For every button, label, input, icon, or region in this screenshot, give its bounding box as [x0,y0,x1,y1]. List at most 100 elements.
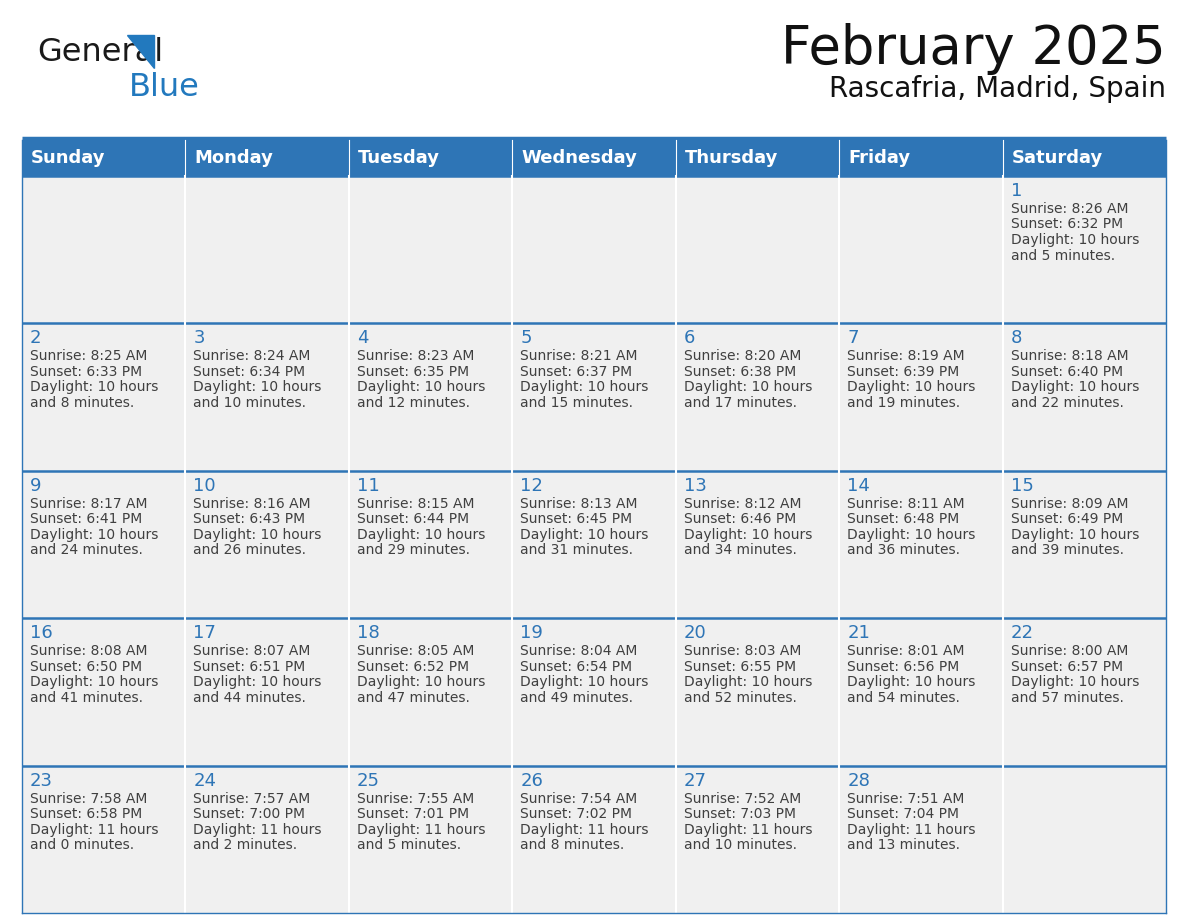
Bar [512,176,676,323]
Text: Sunrise: 8:17 AM: Sunrise: 8:17 AM [30,497,147,510]
Text: Rascafria, Madrid, Spain: Rascafria, Madrid, Spain [829,75,1165,103]
Text: Sunset: 6:40 PM: Sunset: 6:40 PM [1011,364,1123,379]
Text: Daylight: 10 hours: Daylight: 10 hours [1011,676,1139,689]
Text: Sunset: 6:55 PM: Sunset: 6:55 PM [684,660,796,674]
Text: and 49 minutes.: and 49 minutes. [520,690,633,705]
Text: Daylight: 10 hours: Daylight: 10 hours [194,380,322,395]
Text: Sunset: 6:43 PM: Sunset: 6:43 PM [194,512,305,526]
Text: Sunrise: 8:21 AM: Sunrise: 8:21 AM [520,350,638,364]
Bar [185,766,349,913]
Text: Sunrise: 8:24 AM: Sunrise: 8:24 AM [194,350,311,364]
Bar [1003,766,1165,913]
Bar [185,618,349,766]
Text: Daylight: 10 hours: Daylight: 10 hours [30,380,158,395]
Text: 13: 13 [684,476,707,495]
Bar [349,766,512,913]
Text: Sunrise: 8:25 AM: Sunrise: 8:25 AM [30,350,147,364]
Text: 6: 6 [684,330,695,347]
Bar [839,766,1003,913]
Bar [185,471,349,618]
Bar [676,176,839,323]
Text: Daylight: 10 hours: Daylight: 10 hours [520,676,649,689]
Text: Daylight: 10 hours: Daylight: 10 hours [194,528,322,542]
Text: Sunset: 6:52 PM: Sunset: 6:52 PM [356,660,469,674]
Text: and 5 minutes.: and 5 minutes. [356,838,461,852]
Text: Sunset: 6:38 PM: Sunset: 6:38 PM [684,364,796,379]
Bar [23,140,185,176]
Bar [349,471,512,618]
Bar [23,766,185,913]
Text: Daylight: 10 hours: Daylight: 10 hours [1011,233,1139,247]
Text: Sunset: 6:51 PM: Sunset: 6:51 PM [194,660,305,674]
Bar [1003,323,1165,471]
Text: Friday: Friday [848,149,910,167]
Text: Sunset: 6:39 PM: Sunset: 6:39 PM [847,364,960,379]
Text: Tuesday: Tuesday [358,149,440,167]
Text: 1: 1 [1011,182,1022,200]
Text: 4: 4 [356,330,368,347]
Text: Sunset: 6:33 PM: Sunset: 6:33 PM [30,364,143,379]
Text: Daylight: 10 hours: Daylight: 10 hours [847,380,975,395]
Text: Sunrise: 8:07 AM: Sunrise: 8:07 AM [194,644,311,658]
Text: Daylight: 10 hours: Daylight: 10 hours [30,528,158,542]
Text: Sunrise: 8:03 AM: Sunrise: 8:03 AM [684,644,801,658]
Text: Sunset: 6:32 PM: Sunset: 6:32 PM [1011,218,1123,231]
Bar [676,471,839,618]
Text: and 29 minutes.: and 29 minutes. [356,543,470,557]
Text: Sunrise: 8:19 AM: Sunrise: 8:19 AM [847,350,965,364]
Text: Sunrise: 8:01 AM: Sunrise: 8:01 AM [847,644,965,658]
Text: Thursday: Thursday [684,149,778,167]
Text: Sunrise: 8:20 AM: Sunrise: 8:20 AM [684,350,801,364]
Polygon shape [127,35,154,68]
Text: and 54 minutes.: and 54 minutes. [847,690,960,705]
Text: and 12 minutes.: and 12 minutes. [356,396,470,410]
Text: Daylight: 10 hours: Daylight: 10 hours [684,380,813,395]
Text: and 10 minutes.: and 10 minutes. [194,396,307,410]
Text: and 2 minutes.: and 2 minutes. [194,838,297,852]
Text: Sunset: 7:03 PM: Sunset: 7:03 PM [684,807,796,821]
Text: Daylight: 11 hours: Daylight: 11 hours [520,823,649,836]
Text: Sunday: Sunday [31,149,106,167]
Text: 25: 25 [356,772,380,789]
Text: 27: 27 [684,772,707,789]
Text: 19: 19 [520,624,543,643]
Text: Daylight: 10 hours: Daylight: 10 hours [684,528,813,542]
Text: and 13 minutes.: and 13 minutes. [847,838,960,852]
Text: Sunrise: 8:11 AM: Sunrise: 8:11 AM [847,497,965,510]
Text: 26: 26 [520,772,543,789]
Text: 16: 16 [30,624,52,643]
Text: Daylight: 11 hours: Daylight: 11 hours [194,823,322,836]
Text: Sunrise: 7:58 AM: Sunrise: 7:58 AM [30,791,147,806]
Text: 5: 5 [520,330,532,347]
Text: Sunset: 6:48 PM: Sunset: 6:48 PM [847,512,960,526]
Text: Daylight: 10 hours: Daylight: 10 hours [847,676,975,689]
Text: Sunrise: 7:54 AM: Sunrise: 7:54 AM [520,791,638,806]
Text: Sunset: 6:58 PM: Sunset: 6:58 PM [30,807,143,821]
Text: General: General [37,37,163,68]
Bar [23,471,185,618]
Text: Saturday: Saturday [1011,149,1102,167]
Text: and 44 minutes.: and 44 minutes. [194,690,307,705]
Text: Daylight: 10 hours: Daylight: 10 hours [1011,380,1139,395]
Text: Daylight: 10 hours: Daylight: 10 hours [356,528,485,542]
Text: Daylight: 10 hours: Daylight: 10 hours [194,676,322,689]
Text: 7: 7 [847,330,859,347]
Text: and 34 minutes.: and 34 minutes. [684,543,797,557]
Bar [349,323,512,471]
Text: 2: 2 [30,330,42,347]
Bar [676,323,839,471]
Text: 14: 14 [847,476,870,495]
Text: Daylight: 10 hours: Daylight: 10 hours [520,528,649,542]
Text: Sunrise: 8:00 AM: Sunrise: 8:00 AM [1011,644,1127,658]
Bar [185,140,349,176]
Text: and 31 minutes.: and 31 minutes. [520,543,633,557]
Text: 10: 10 [194,476,216,495]
Text: Sunrise: 7:52 AM: Sunrise: 7:52 AM [684,791,801,806]
Text: Daylight: 10 hours: Daylight: 10 hours [30,676,158,689]
Text: 15: 15 [1011,476,1034,495]
Bar [676,618,839,766]
Text: Sunrise: 8:15 AM: Sunrise: 8:15 AM [356,497,474,510]
Text: 21: 21 [847,624,870,643]
Text: 11: 11 [356,476,380,495]
Bar [839,471,1003,618]
